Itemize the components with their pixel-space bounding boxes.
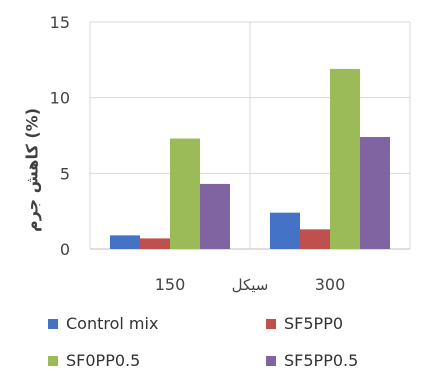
legend-swatch [48, 355, 58, 366]
x-axis-title: سیکل [232, 276, 269, 294]
legend-item-control-mix: Control mix [48, 314, 158, 333]
bar-sf0pp0-5-300 [330, 68, 360, 249]
legend-swatch [266, 355, 276, 366]
legend-label: Control mix [66, 314, 159, 333]
legend-swatch [266, 318, 276, 329]
bar-sf5pp0-150 [140, 238, 170, 249]
x-tick-label-300: 300 [315, 275, 346, 294]
legend: Control mix SF5PP0 SF0PP0.5 SF5PP0.5 [0, 306, 424, 382]
y-tick-label-3: 15 [50, 13, 70, 32]
bar-sf5pp0-5-150 [200, 183, 230, 249]
legend-swatch [48, 318, 58, 329]
y-axis-label: کاهش جرم (%) [22, 107, 42, 233]
bar-sf5pp0-5-300 [360, 137, 390, 249]
legend-label: SF0PP0.5 [66, 351, 141, 370]
bar-control-mix-150 [110, 235, 140, 249]
y-tick-label-1: 5 [60, 164, 70, 183]
legend-item-sf5pp0-5: SF5PP0.5 [266, 351, 358, 370]
x-tick-label-150: 150 [155, 275, 186, 294]
legend-item-sf0pp0-5: SF0PP0.5 [48, 351, 140, 370]
bar-control-mix-300 [270, 212, 300, 249]
bar-chart-plot: 0 5 10 15 150 300 سیکل [50, 13, 411, 294]
legend-label: SF5PP0 [284, 314, 344, 333]
bar-sf0pp0-5-150 [170, 138, 200, 249]
legend-item-sf5pp0: SF5PP0 [266, 314, 343, 333]
bar-sf5pp0-300 [300, 229, 330, 249]
chart: 0 5 10 15 150 300 سیکل کاهش جرم (%) [22, 13, 411, 294]
y-tick-label-0: 0 [60, 240, 70, 259]
y-tick-label-2: 10 [50, 89, 70, 108]
legend-label: SF5PP0.5 [284, 351, 359, 370]
